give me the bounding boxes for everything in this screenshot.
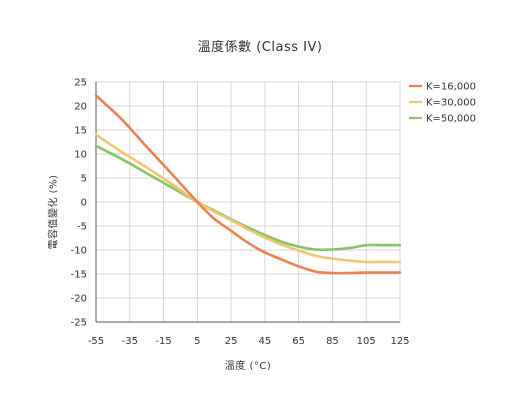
x-tick-label: 65 [292,336,305,347]
x-tick-label: 25 [225,336,238,347]
y-tick-label: 5 [81,174,87,185]
x-tick-label: -35 [122,336,138,347]
y-tick-label: -5 [77,222,87,233]
legend-label-k-50-000: K=50,000 [426,114,476,125]
legend: K=16,000 K=30,000 K=50,000 [409,82,476,125]
x-tick-label: -55 [88,336,104,347]
axes [95,82,400,323]
grid [95,81,401,323]
x-tick-label: 85 [326,336,339,347]
x-tick-label: 5 [194,336,200,347]
y-tick-label: 20 [74,102,87,113]
chart-title: 溫度係數 (Class IV) [197,40,323,55]
x-tick-label: 105 [357,336,376,347]
y-tick-label: -15 [71,270,87,281]
y-tick-label: 15 [74,126,87,137]
y-axis-label: 電容值變化 (%) [48,174,60,250]
y-tick-label: 25 [74,78,87,89]
series-line-k-30-000 [94,133,402,264]
legend-label-k-16-000: K=16,000 [426,82,476,93]
legend-label-k-30-000: K=30,000 [426,98,476,109]
y-tick-label: 0 [81,198,87,209]
series-line-k-50-000 [94,144,402,252]
y-tick-label: -25 [71,318,87,329]
series-lines [94,94,402,275]
x-axis-label: 溫度 (°C) [224,361,272,372]
y-tick-label: 10 [74,150,87,161]
series-line-k-16-000 [94,94,402,275]
y-tick-label: -10 [71,246,87,257]
y-tick-label: -20 [71,294,87,305]
x-tick-label: -15 [155,336,171,347]
x-tick-label: 45 [259,336,272,347]
x-tick-label: 125 [390,336,409,347]
